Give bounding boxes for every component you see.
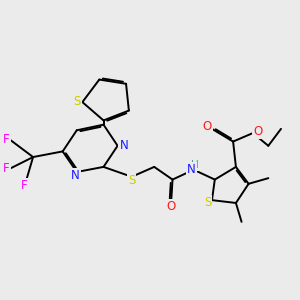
Text: S: S <box>204 196 212 209</box>
Text: N: N <box>187 163 196 176</box>
Text: F: F <box>3 162 10 176</box>
Text: H: H <box>191 160 199 170</box>
Text: O: O <box>167 200 176 213</box>
Text: S: S <box>128 175 135 188</box>
Text: F: F <box>3 133 10 146</box>
Text: O: O <box>203 120 212 133</box>
Text: N: N <box>119 139 128 152</box>
Text: F: F <box>21 179 28 192</box>
Text: S: S <box>74 95 81 108</box>
Text: O: O <box>253 125 262 138</box>
Text: N: N <box>71 169 80 182</box>
